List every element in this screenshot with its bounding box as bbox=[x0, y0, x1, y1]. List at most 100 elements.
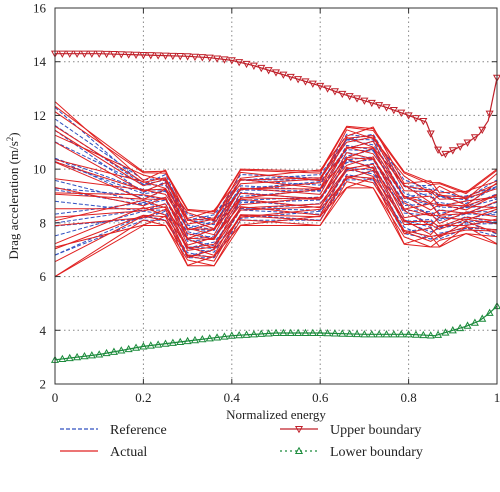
upper-boundary-marker bbox=[95, 50, 104, 58]
upper-boundary-marker bbox=[419, 117, 428, 126]
x-tick-label: 0.6 bbox=[312, 390, 329, 405]
upper-boundary-line bbox=[55, 53, 498, 157]
upper-boundary-marker bbox=[154, 52, 163, 60]
lower-boundary-marker bbox=[404, 330, 413, 338]
lower-boundary-marker bbox=[286, 328, 295, 337]
lower-boundary-marker bbox=[183, 336, 192, 345]
upper-boundary-marker bbox=[316, 82, 325, 91]
upper-boundary-marker bbox=[80, 50, 89, 58]
upper-boundary-marker bbox=[146, 52, 155, 60]
lower-boundary-marker bbox=[139, 342, 148, 350]
lower-boundary-line bbox=[54, 305, 498, 361]
upper-boundary-marker bbox=[456, 143, 465, 151]
upper-boundary-marker bbox=[279, 71, 288, 79]
actual-curve bbox=[54, 152, 498, 240]
upper-boundary-marker bbox=[330, 88, 339, 96]
upper-boundary-marker bbox=[271, 69, 281, 77]
lower-boundary-marker bbox=[448, 326, 457, 334]
lower-boundary-marker bbox=[242, 330, 251, 338]
upper-boundary-marker bbox=[198, 54, 207, 62]
upper-boundary-marker bbox=[338, 90, 347, 99]
y-tick-label: 2 bbox=[40, 377, 47, 392]
upper-boundary-marker bbox=[161, 52, 170, 60]
actual-curve bbox=[54, 129, 498, 222]
legend-marker-lower-boundary bbox=[294, 446, 304, 455]
lower-boundary-marker bbox=[367, 330, 376, 338]
upper-boundary-marker bbox=[249, 62, 258, 70]
upper-boundary-marker bbox=[117, 51, 126, 59]
upper-boundary-marker bbox=[242, 60, 251, 69]
upper-boundary-marker bbox=[426, 130, 435, 138]
plot-frame bbox=[54, 7, 498, 385]
lower-boundary-marker bbox=[316, 328, 325, 337]
upper-boundary-marker bbox=[404, 112, 413, 120]
upper-boundary-marker bbox=[434, 146, 443, 154]
upper-boundary-marker bbox=[190, 53, 200, 62]
actual-curve bbox=[54, 163, 498, 249]
y-axis-label-main: Drag acceleration (m/s bbox=[6, 141, 21, 259]
upper-boundary-marker bbox=[264, 67, 273, 75]
upper-boundary-marker bbox=[286, 73, 295, 82]
lower-boundary-marker bbox=[485, 308, 494, 316]
lower-boundary-marker bbox=[382, 330, 391, 338]
lower-boundary-marker bbox=[257, 329, 266, 337]
actual-curve bbox=[54, 175, 498, 258]
lower-boundary-marker bbox=[301, 328, 310, 337]
upper-boundary-marker bbox=[131, 51, 141, 60]
lower-boundary-marker bbox=[463, 321, 472, 329]
lower-boundary-marker bbox=[117, 346, 126, 354]
x-axis-label: Normalized energy bbox=[226, 407, 326, 422]
lower-boundary-marker bbox=[213, 333, 222, 341]
plot-series bbox=[50, 50, 500, 363]
actual-curve bbox=[54, 140, 498, 231]
upper-boundary-marker bbox=[139, 51, 148, 60]
upper-boundary-marker bbox=[308, 80, 317, 88]
y-axis-label-superscript: 2 bbox=[5, 137, 15, 142]
upper-boundary-marker bbox=[345, 93, 354, 101]
lower-boundary-marker bbox=[426, 331, 435, 339]
reference-curve bbox=[54, 179, 498, 259]
lower-boundary-marker bbox=[80, 352, 89, 360]
lower-boundary-marker bbox=[190, 335, 200, 344]
lower-boundary-marker bbox=[397, 330, 406, 338]
upper-boundary-marker bbox=[257, 64, 266, 73]
actual-curve bbox=[54, 166, 498, 256]
lower-boundary-marker bbox=[338, 329, 347, 337]
lower-boundary-marker bbox=[434, 330, 443, 338]
upper-boundary-marker bbox=[205, 54, 214, 62]
legend-label-reference: Reference bbox=[110, 423, 167, 438]
lower-boundary-marker bbox=[294, 328, 303, 337]
upper-boundary-marker bbox=[470, 134, 479, 142]
lower-boundary-marker bbox=[375, 330, 384, 338]
lower-boundary-marker bbox=[308, 328, 317, 337]
y-tick-label: 14 bbox=[33, 54, 47, 69]
y-tick-label: 16 bbox=[33, 1, 47, 16]
upper-boundary-marker bbox=[176, 53, 185, 61]
upper-boundary-marker bbox=[301, 78, 310, 86]
upper-boundary-marker bbox=[367, 99, 376, 108]
y-axis-label: Drag acceleration (m/s2) bbox=[5, 132, 21, 259]
upper-boundary-marker bbox=[109, 51, 118, 59]
lower-boundary-marker bbox=[441, 328, 450, 336]
legend-marker-upper-boundary bbox=[294, 425, 304, 434]
upper-boundary-marker bbox=[227, 57, 236, 65]
actual-curve bbox=[54, 105, 498, 213]
upper-boundary-marker bbox=[389, 106, 398, 115]
upper-boundary-marker bbox=[375, 102, 384, 110]
lower-boundary-marker bbox=[205, 334, 214, 342]
upper-boundary-marker bbox=[323, 85, 332, 93]
upper-boundary-marker bbox=[360, 97, 369, 105]
y-tick-label: 6 bbox=[40, 269, 47, 284]
lower-boundary-marker bbox=[154, 340, 163, 348]
lower-boundary-marker bbox=[95, 350, 104, 358]
lower-boundary-marker bbox=[271, 328, 281, 337]
upper-boundary-marker bbox=[213, 55, 222, 63]
actual-curve bbox=[54, 125, 498, 221]
actual-curve bbox=[54, 166, 498, 251]
lower-boundary-marker bbox=[323, 328, 332, 337]
upper-boundary-marker bbox=[168, 52, 177, 61]
actual-curve bbox=[54, 181, 498, 278]
lower-boundary-marker bbox=[176, 337, 185, 345]
actual-curve bbox=[54, 136, 498, 230]
